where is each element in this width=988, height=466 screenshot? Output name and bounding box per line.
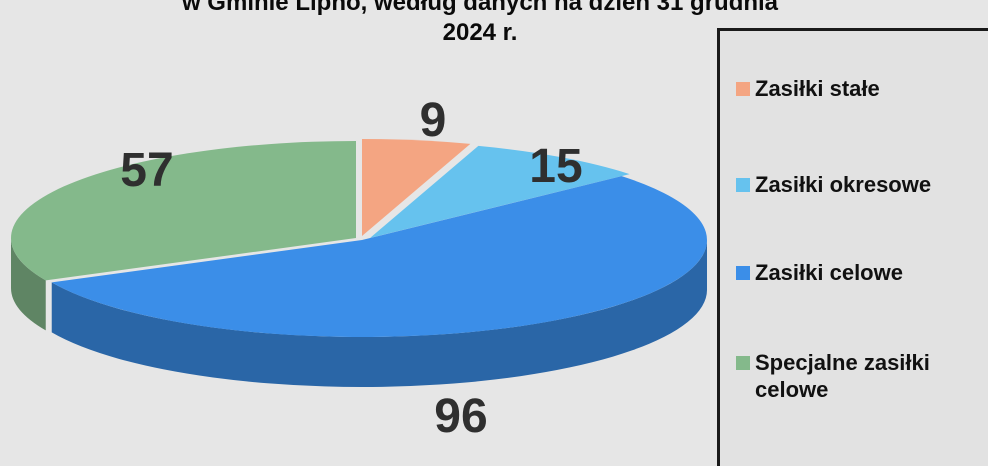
pie-slice-zasilki-stale xyxy=(362,139,471,236)
pie-slice-zasilki-okresowe xyxy=(370,145,630,238)
pie-side-zasilki-celowe xyxy=(51,240,708,388)
legend-label-zasilki-stale: Zasiłki stałe xyxy=(755,76,880,101)
legend-swatch-zasilki-okresowe xyxy=(736,178,750,192)
legend: Zasiłki stałe Zasiłki okresowe Zasiłki c… xyxy=(717,28,988,466)
legend-item-zasilki-celowe: Zasiłki celowe xyxy=(736,259,903,286)
data-label-zasilki-stale: 9 xyxy=(420,94,447,147)
chart-title: w Gminie Lipno, według danych na dzień 3… xyxy=(181,0,779,46)
legend-swatch-specjalne-zasilki-celowe xyxy=(736,356,750,370)
pie-chart: 9 15 96 57 xyxy=(10,94,708,443)
legend-swatch-zasilki-celowe xyxy=(736,266,750,280)
pie-slice-zasilki-celowe xyxy=(51,176,707,337)
legend-item-zasilki-okresowe: Zasiłki okresowe xyxy=(736,171,931,198)
data-label-zasilki-okresowe: 15 xyxy=(529,140,582,193)
legend-label-zasilki-celowe: Zasiłki celowe xyxy=(755,260,903,285)
legend-label-zasilki-okresowe: Zasiłki okresowe xyxy=(755,172,932,197)
data-label-specjalne-zasilki-celowe: 57 xyxy=(120,144,173,197)
pie-slice-specjalne-zasilki-celowe xyxy=(10,141,356,281)
data-label-zasilki-celowe: 96 xyxy=(434,390,487,443)
legend-label-specjalne-zasilki-celowe: Specjalne zasiłki celowe xyxy=(755,350,930,402)
legend-item-specjalne-zasilki-celowe: Specjalne zasiłki celowe xyxy=(736,349,971,403)
pie-side-specjalne-zasilki-celowe xyxy=(11,238,46,331)
legend-item-zasilki-stale: Zasiłki stałe xyxy=(736,75,880,102)
legend-swatch-zasilki-stale xyxy=(736,82,750,96)
